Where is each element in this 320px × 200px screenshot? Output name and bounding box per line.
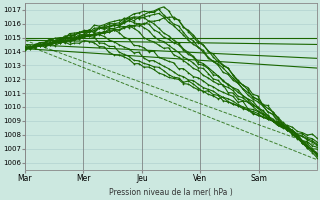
X-axis label: Pression niveau de la mer( hPa ): Pression niveau de la mer( hPa ) (109, 188, 233, 197)
